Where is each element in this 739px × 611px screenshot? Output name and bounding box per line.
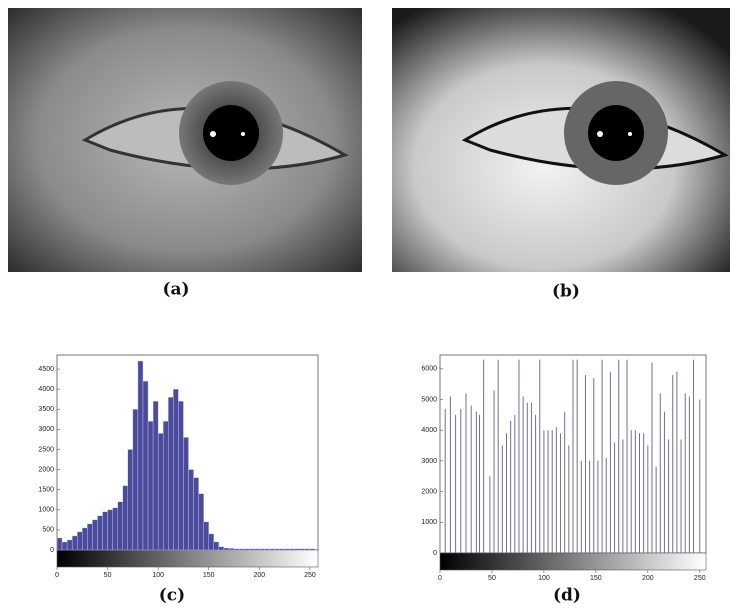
chart-caption: (d) (553, 586, 581, 606)
bar (178, 401, 183, 550)
chart-caption: (c) (159, 586, 185, 606)
eye-image-b (392, 8, 730, 272)
bar (128, 449, 133, 550)
bar (214, 542, 219, 550)
y-tick-label: 5000 (421, 396, 437, 403)
bar (295, 549, 300, 550)
colorbar (57, 550, 318, 567)
bar (168, 397, 173, 550)
eye-image-a (8, 8, 362, 272)
bar (148, 421, 153, 550)
bar (97, 516, 102, 550)
bar (87, 524, 92, 550)
x-tick-label: 0 (438, 575, 442, 582)
x-tick-label: 50 (104, 572, 112, 579)
figure: (a) (b) 05001000150020002500300035004000… (0, 0, 739, 607)
bar (259, 549, 264, 550)
bar (82, 528, 87, 550)
bar (244, 549, 249, 550)
bar (254, 549, 259, 550)
bar (305, 549, 310, 550)
y-tick-label: 1000 (38, 507, 54, 514)
bar (264, 549, 269, 550)
x-tick-label: 100 (152, 572, 164, 579)
bar (103, 512, 108, 550)
x-tick-label: 150 (590, 575, 602, 582)
image-label: (a) (162, 280, 189, 300)
y-tick-label: 1000 (421, 519, 437, 526)
bar (204, 522, 209, 550)
bar (77, 532, 82, 550)
bar (118, 502, 123, 550)
bar (199, 494, 204, 550)
y-tick-label: 3500 (38, 406, 54, 413)
bar (234, 549, 239, 550)
bar (300, 549, 305, 550)
bar (57, 538, 62, 550)
bar (183, 437, 188, 550)
x-tick-label: 0 (55, 572, 59, 579)
bar (229, 548, 234, 550)
y-tick-label: 0 (50, 547, 54, 554)
bar (138, 361, 143, 550)
bar (163, 421, 168, 550)
bar (143, 381, 148, 550)
bar (62, 542, 67, 550)
y-tick-label: 500 (42, 527, 54, 534)
bar (239, 549, 244, 550)
bar (108, 510, 113, 550)
bar (158, 433, 163, 550)
bar (92, 520, 97, 550)
bar (290, 549, 295, 550)
bar (249, 549, 254, 550)
y-tick-label: 3000 (38, 426, 54, 433)
x-tick-label: 250 (694, 575, 706, 582)
x-tick-label: 200 (253, 572, 265, 579)
y-tick-label: 2500 (38, 446, 54, 453)
bar (219, 547, 224, 550)
bar (123, 486, 128, 550)
x-tick-label: 200 (642, 575, 654, 582)
bar (224, 548, 229, 550)
bar (285, 549, 290, 550)
colorbar (440, 553, 706, 570)
y-tick-label: 4500 (38, 366, 54, 373)
bar (173, 389, 178, 550)
y-tick-label: 4000 (38, 386, 54, 393)
bar (153, 401, 158, 550)
bar (67, 540, 72, 550)
y-tick-label: 3000 (421, 458, 437, 465)
y-tick-label: 6000 (421, 366, 437, 373)
bar (72, 536, 77, 550)
x-tick-label: 250 (304, 572, 316, 579)
bar (194, 478, 199, 550)
bar (280, 549, 285, 550)
y-tick-label: 1500 (38, 487, 54, 494)
x-tick-label: 150 (203, 572, 215, 579)
y-tick-label: 0 (433, 550, 437, 557)
y-tick-label: 2000 (421, 488, 437, 495)
bar (189, 470, 194, 550)
bar (113, 508, 118, 550)
bar (209, 534, 214, 550)
x-tick-label: 100 (538, 575, 550, 582)
bar (269, 549, 274, 550)
x-tick-label: 50 (488, 575, 496, 582)
bar (275, 549, 280, 550)
y-tick-label: 2000 (38, 466, 54, 473)
bar (133, 409, 138, 550)
bar (310, 549, 315, 550)
y-tick-label: 4000 (421, 427, 437, 434)
image-label: (b) (552, 282, 580, 302)
